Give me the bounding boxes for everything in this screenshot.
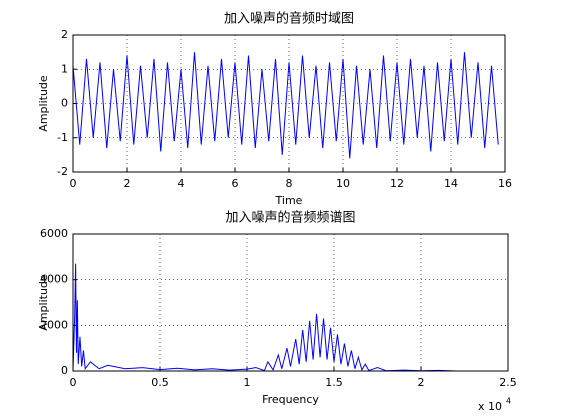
y-axis-label: Amplitude — [37, 274, 50, 331]
x-tick-label: 8 — [286, 177, 293, 190]
x-tick-label: 10 — [336, 177, 350, 190]
x-tick-label: 1 — [244, 376, 251, 389]
y-tick-label: -1 — [57, 131, 68, 144]
x-tick-label: 12 — [390, 177, 404, 190]
x-tick-label: 1.5 — [325, 376, 343, 389]
y-axis-label: Amplitude — [37, 75, 50, 132]
x-axis-label: Frequency — [262, 393, 319, 406]
x-tick-label: 4 — [178, 177, 185, 190]
axes-box — [72, 233, 509, 372]
y-tick-label: 1 — [61, 62, 68, 75]
y-tick-label: -2 — [57, 165, 68, 178]
data-line — [72, 263, 456, 372]
x-tick-label: 0 — [70, 177, 77, 190]
y-tick-label: 0 — [61, 364, 68, 377]
y-tick-label: 4000 — [40, 273, 68, 286]
x-tick-label: 0 — [70, 376, 77, 389]
x-tick-label: 0.5 — [151, 376, 169, 389]
x-tick-label: 2.5 — [499, 376, 517, 389]
chart-title: 加入噪声的音频时域图 — [224, 11, 354, 27]
x-tick-label: 2 — [418, 376, 425, 389]
x-tick-label: 2 — [124, 177, 131, 190]
x-multiplier: x 10 — [478, 400, 502, 413]
x-tick-label: 16 — [498, 177, 512, 190]
data-line — [72, 52, 499, 159]
y-tick-label: 6000 — [40, 227, 68, 240]
x-tick-label: 6 — [232, 177, 239, 190]
y-tick-label: 2 — [61, 28, 68, 41]
axes-background — [73, 234, 508, 371]
axes-box — [72, 34, 506, 173]
y-tick-label: 2000 — [40, 318, 68, 331]
x-axis-label: Time — [275, 194, 303, 207]
x-multiplier-exponent: 4 — [506, 397, 511, 406]
x-tick-label: 14 — [444, 177, 458, 190]
chart-title: 加入噪声的音频频谱图 — [225, 210, 355, 226]
y-tick-label: 0 — [61, 97, 68, 110]
